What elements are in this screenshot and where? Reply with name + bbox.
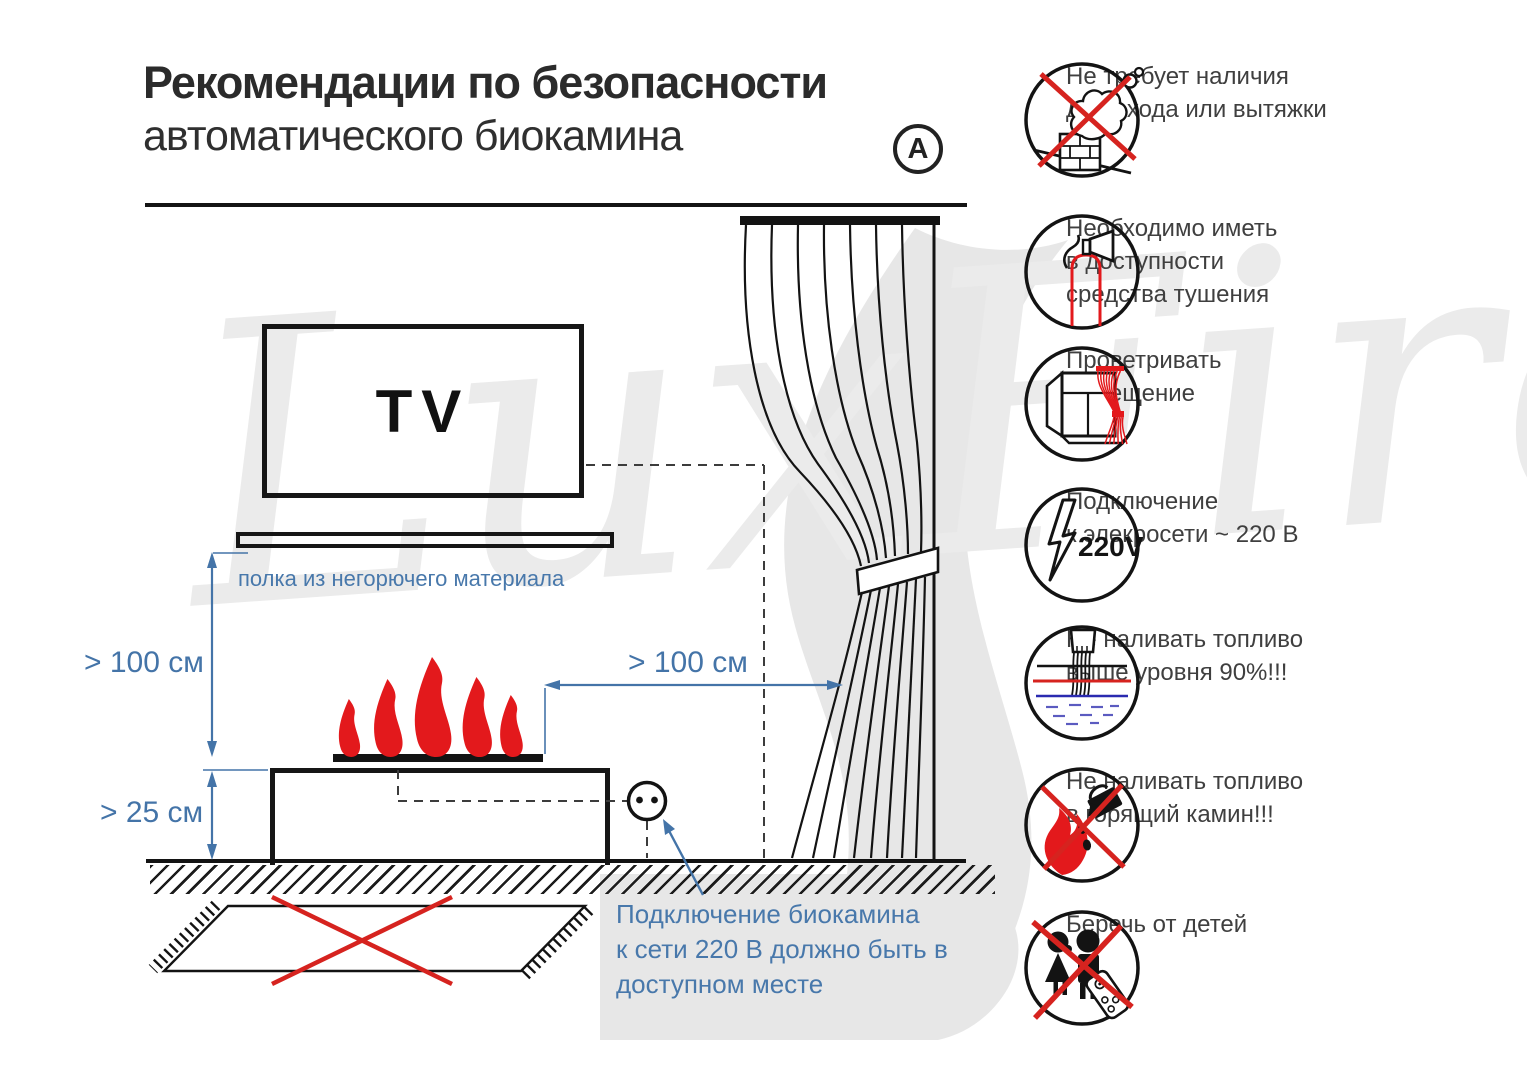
- safety-item-extinguisher: Необходимо иметь в доступности средства …: [1022, 212, 1512, 330]
- safety-item-ventilate: Проветривать помещение: [1022, 344, 1512, 462]
- watermark-bottom-blob: [600, 874, 1019, 1040]
- dim-label-curtain-distance: > 100 см: [628, 646, 748, 679]
- no-refill-burning-icon: [1024, 767, 1140, 883]
- safety-item-no-refill: Не наливать топливо в горящий камин!!!: [1022, 765, 1512, 883]
- keep-from-children-icon: [1024, 910, 1140, 1026]
- shelf: [236, 532, 614, 548]
- tv-box: TV: [262, 324, 584, 498]
- safety-item-220v: 220V Подключение к элекросети ~ 220 В: [1022, 485, 1512, 603]
- dim-label-floor-clearance: > 25 см: [100, 796, 204, 829]
- safety-item-children: Беречь от детей: [1022, 908, 1512, 1026]
- dim-label-shelf-height: > 100 см: [84, 646, 204, 679]
- svg-text:220V: 220V: [1078, 531, 1144, 562]
- title-divider: [145, 203, 967, 207]
- circled-a-badge: A: [893, 124, 943, 174]
- page-title-line2: автоматического биокамина: [143, 112, 683, 160]
- fire-extinguisher-icon: [1024, 214, 1140, 330]
- tv-label: TV: [375, 377, 471, 445]
- floor-hatch: [150, 865, 995, 894]
- shelf-material-label: полка из негорючего материала: [238, 566, 565, 591]
- no-chimney-icon: [1024, 62, 1145, 178]
- power-220v-icon: 220V: [1024, 487, 1144, 603]
- fireplace-box: [270, 768, 610, 865]
- circled-a-letter: A: [907, 132, 929, 165]
- safety-item-no-chimney: Не требует наличия дымохода или вытяжки: [1022, 60, 1512, 178]
- safety-item-fuel-level: Не наливать топливо выше уровня 90%!!!: [1022, 623, 1512, 741]
- outlet-connection-note: Подключение биокамина к сети 220 В должн…: [616, 899, 948, 999]
- safety-item-text: Подключение к элекросети ~ 220 В: [1066, 488, 1299, 548]
- page-title-line1: Рекомендации по безопасности: [143, 57, 828, 108]
- ventilate-room-icon: [1024, 346, 1140, 462]
- safety-item-text: Не наливать топливо выше уровня 90%!!!: [1066, 626, 1304, 686]
- fuel-level-icon: [1024, 625, 1140, 741]
